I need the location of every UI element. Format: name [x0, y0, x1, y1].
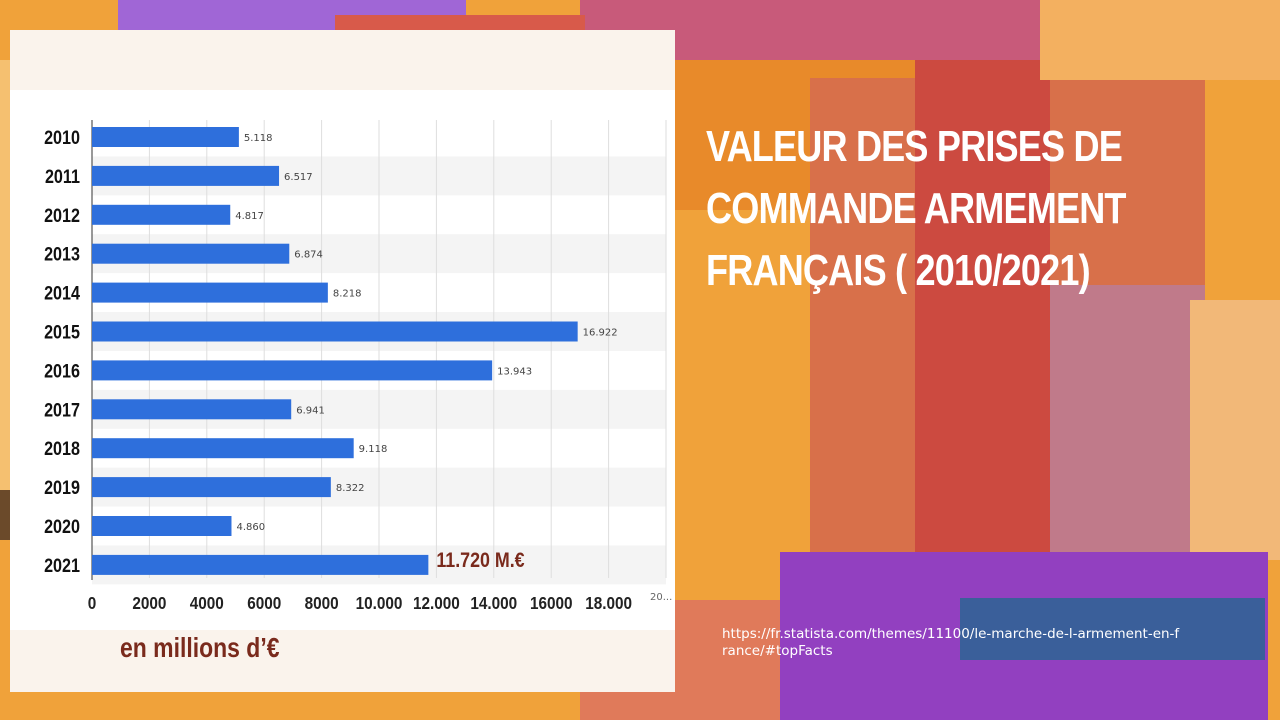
bar-2011 — [92, 165, 280, 186]
bg-block-light-orange — [1040, 0, 1280, 80]
bg-block-mauve — [1050, 285, 1205, 555]
bar-2013 — [92, 243, 290, 264]
category-label-2015: 2015 — [44, 321, 80, 343]
x-tick-label: 10.000 — [356, 593, 403, 613]
bar-2012 — [92, 204, 231, 225]
category-label-2017: 2017 — [44, 399, 80, 421]
value-label-2010: 5.118 — [244, 133, 273, 144]
x-tick-label: 20... — [650, 592, 672, 603]
value-label-2020: 4.860 — [236, 522, 265, 533]
x-tick-label: 12.000 — [413, 593, 460, 613]
source-link[interactable]: https://fr.statista.com/themes/11100/le-… — [722, 626, 1180, 659]
value-label-2019: 8.322 — [336, 483, 365, 494]
x-tick-label: 6000 — [247, 593, 281, 613]
x-tick-label: 8000 — [305, 593, 339, 613]
value-label-2013: 6.874 — [294, 250, 323, 261]
x-tick-label: 16000 — [530, 593, 573, 613]
bar-2014 — [92, 282, 328, 303]
category-label-2010: 2010 — [44, 127, 80, 149]
x-tick-label: 0 — [88, 593, 97, 613]
bar-chart: 2010 5.118 2011 6.517 2012 4.817 2013 6.874 2014… — [44, 120, 672, 613]
bar-2020 — [92, 516, 232, 536]
value-label-2017: 6.941 — [296, 405, 325, 416]
bar-2018 — [92, 438, 354, 459]
value-label-2012: 4.817 — [235, 211, 264, 222]
value-label-2018: 9.118 — [359, 444, 388, 455]
bar-2017 — [92, 399, 292, 420]
bar-2021 — [92, 554, 429, 575]
bar-2016 — [92, 360, 493, 381]
bg-block-left-dark — [0, 490, 12, 540]
bg-block-red-center — [915, 60, 1050, 560]
bg-block-salmon — [1190, 300, 1280, 560]
category-label-2019: 2019 — [44, 477, 80, 499]
bar-2019 — [92, 477, 331, 498]
value-label-2011: 6.517 — [284, 172, 313, 183]
slide-title: VALEUR DES PRISES DE COMMANDE ARMEMENT F… — [706, 122, 1126, 295]
x-tick-label: 18.000 — [585, 593, 632, 613]
category-label-2016: 2016 — [44, 360, 80, 382]
unit-label: en millions d’€ — [120, 632, 280, 663]
bar-2015 — [92, 321, 578, 342]
value-label-2015: 16.922 — [583, 328, 618, 339]
value-label-2016: 13.943 — [497, 366, 532, 377]
x-tick-label: 14.000 — [470, 593, 517, 613]
category-label-2018: 2018 — [44, 438, 80, 460]
category-label-2011: 2011 — [45, 166, 80, 188]
bar-2010 — [92, 127, 239, 147]
category-label-2020: 2020 — [44, 516, 80, 538]
category-label-2014: 2014 — [44, 282, 80, 304]
category-label-2012: 2012 — [44, 205, 80, 227]
bg-block-blue-bottom — [960, 598, 1265, 660]
x-tick-label: 2000 — [132, 593, 166, 613]
value-label-2014: 8.218 — [333, 289, 362, 300]
category-label-2021: 2021 — [44, 555, 80, 577]
x-tick-label: 4000 — [190, 593, 224, 613]
category-label-2013: 2013 — [44, 243, 80, 265]
value-label-2021: 11.720 M.€ — [436, 549, 524, 573]
